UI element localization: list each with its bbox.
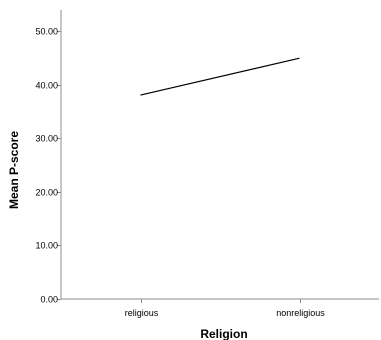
y-tick-label: 10.00 (35, 241, 58, 251)
y-tick-label: 50.00 (35, 27, 58, 37)
x-axis: religious nonreligious (61, 298, 379, 318)
plot-area (140, 57, 300, 96)
y-tick-label: 20.00 (35, 188, 58, 198)
y-tick-label: 30.00 (35, 134, 58, 144)
x-tick-label: nonreligious (276, 308, 325, 318)
y-tick-label: 0.00 (40, 295, 58, 305)
y-tick-label: 40.00 (35, 81, 58, 91)
series-line (140, 57, 300, 96)
x-axis-title: Religion (200, 327, 247, 340)
x-tick-label: religious (125, 308, 159, 318)
y-axis-title: Mean P-score (7, 131, 21, 209)
y-axis: 0.00 10.00 20.00 30.00 40.00 50.00 (35, 10, 62, 305)
